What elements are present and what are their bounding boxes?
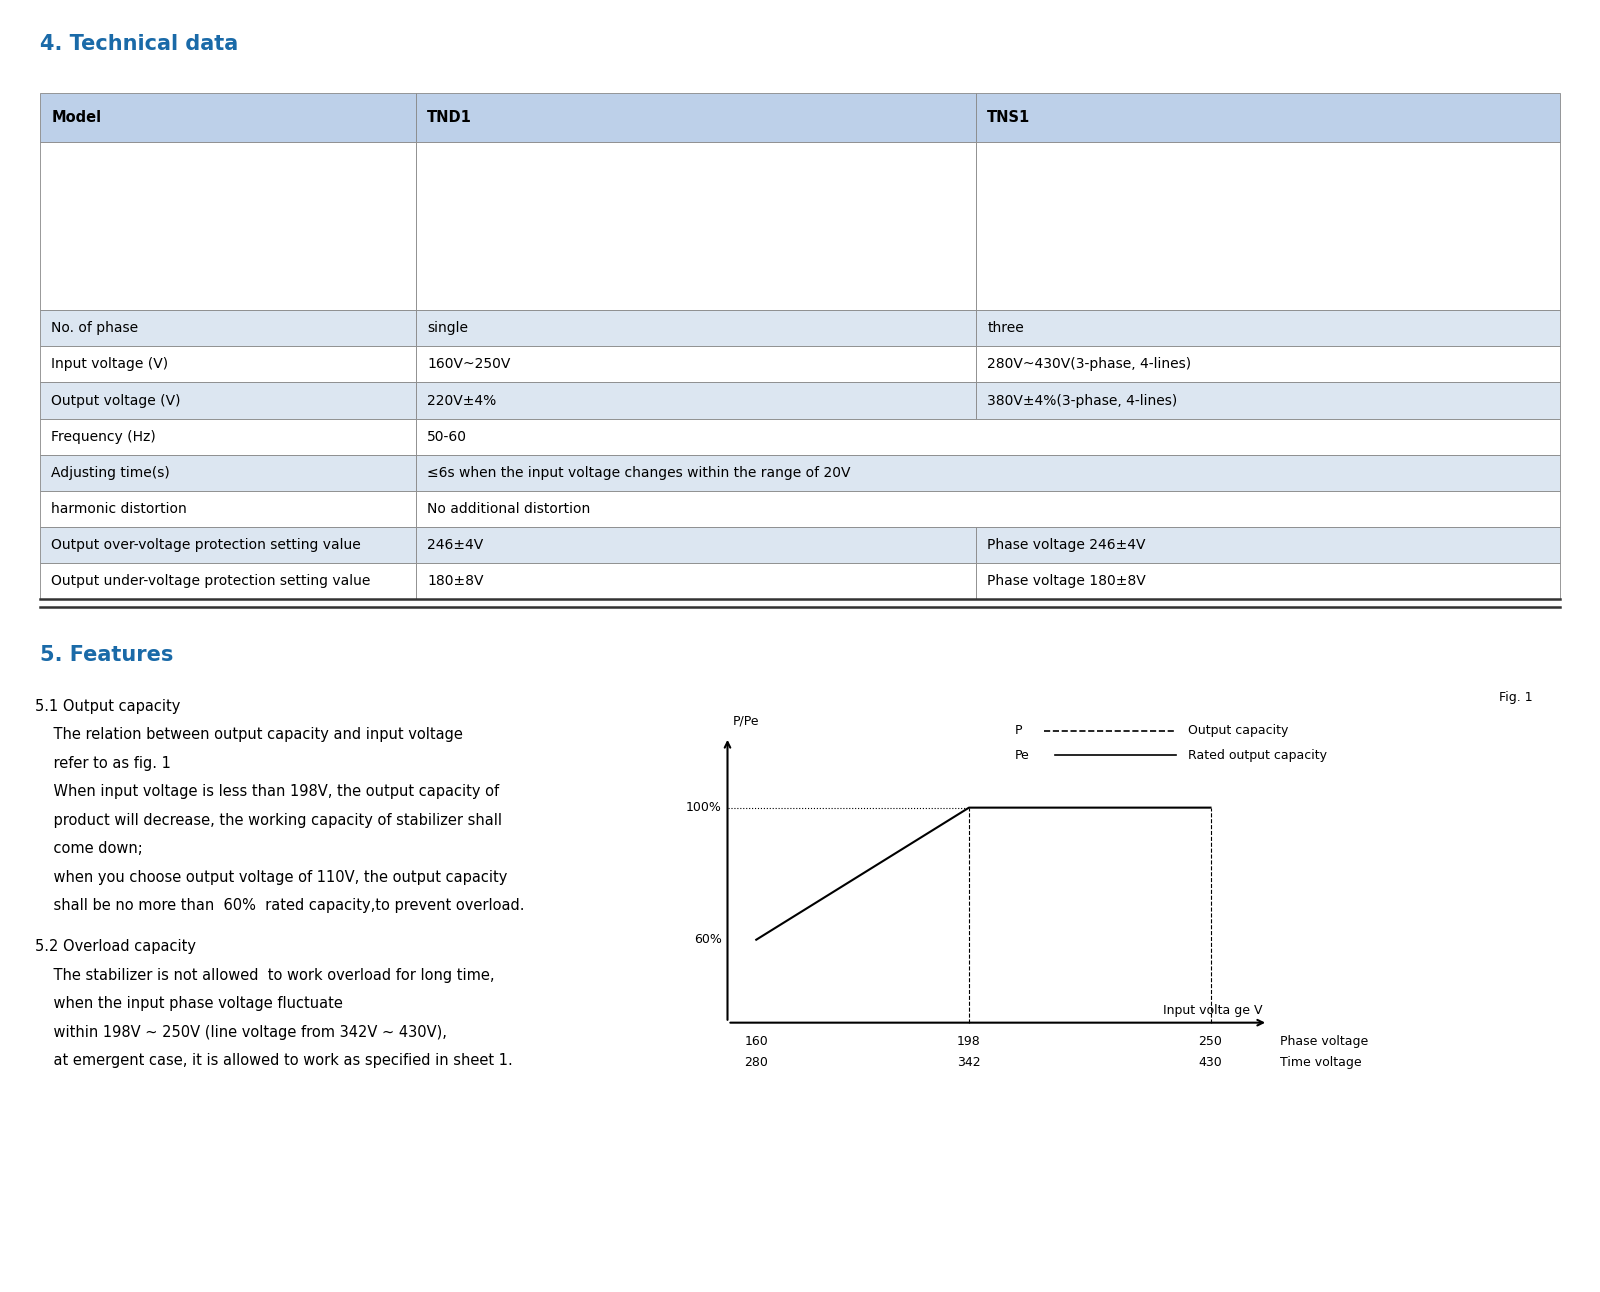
Text: shall be no more than  60%  rated capacity,to prevent overload.: shall be no more than 60% rated capacity… xyxy=(35,898,525,913)
Text: Frequency (Hz): Frequency (Hz) xyxy=(51,430,155,443)
Text: product will decrease, the working capacity of stabilizer shall: product will decrease, the working capac… xyxy=(35,813,502,828)
Text: Phase voltage 180±8V: Phase voltage 180±8V xyxy=(987,575,1146,588)
Text: 198: 198 xyxy=(957,1035,981,1048)
Text: 60%: 60% xyxy=(694,933,722,946)
Bar xyxy=(976,346,1560,382)
Bar xyxy=(40,142,416,310)
Text: 100%: 100% xyxy=(686,801,722,814)
Text: Model: Model xyxy=(51,110,101,125)
Text: 280V~430V(3-phase, 4-lines): 280V~430V(3-phase, 4-lines) xyxy=(987,358,1192,371)
Bar xyxy=(40,563,416,599)
Text: P: P xyxy=(1014,725,1022,738)
Text: refer to as fig. 1: refer to as fig. 1 xyxy=(35,756,171,771)
Text: 160V~250V: 160V~250V xyxy=(427,358,510,371)
Bar xyxy=(416,527,976,563)
Text: TND1: TND1 xyxy=(427,110,472,125)
Text: 220V±4%: 220V±4% xyxy=(427,394,496,407)
Text: Input volta ge V: Input volta ge V xyxy=(1163,1004,1262,1017)
Text: Output under-voltage protection setting value: Output under-voltage protection setting … xyxy=(51,575,371,588)
Text: The stabilizer is not allowed  to work overload for long time,: The stabilizer is not allowed to work ov… xyxy=(35,968,494,983)
Bar xyxy=(40,310,416,346)
Bar xyxy=(416,142,976,310)
Text: Rated output capacity: Rated output capacity xyxy=(1187,749,1326,762)
Bar xyxy=(976,563,1560,599)
Text: 246±4V: 246±4V xyxy=(427,539,483,552)
Text: 5. Features: 5. Features xyxy=(40,645,173,664)
Bar xyxy=(976,142,1560,310)
Text: 160: 160 xyxy=(744,1035,768,1048)
Text: 430: 430 xyxy=(1198,1057,1222,1070)
Text: three: three xyxy=(987,322,1024,335)
Text: Adjusting time(s): Adjusting time(s) xyxy=(51,466,170,479)
Bar xyxy=(416,93,976,142)
Text: Pe: Pe xyxy=(1014,749,1030,762)
Text: Fig. 1: Fig. 1 xyxy=(1499,691,1533,704)
Text: 5.2 Overload capacity: 5.2 Overload capacity xyxy=(35,939,197,955)
Text: Output over-voltage protection setting value: Output over-voltage protection setting v… xyxy=(51,539,362,552)
Text: harmonic distortion: harmonic distortion xyxy=(51,503,187,516)
Text: Input voltage (V): Input voltage (V) xyxy=(51,358,168,371)
Text: single: single xyxy=(427,322,469,335)
Text: 4. Technical data: 4. Technical data xyxy=(40,34,238,53)
Text: Phase voltage: Phase voltage xyxy=(1280,1035,1368,1048)
Text: The relation between output capacity and input voltage: The relation between output capacity and… xyxy=(35,727,462,743)
Text: No. of phase: No. of phase xyxy=(51,322,138,335)
Bar xyxy=(40,455,416,491)
Bar xyxy=(416,563,976,599)
Text: at emergent case, it is allowed to work as specified in sheet 1.: at emergent case, it is allowed to work … xyxy=(35,1053,514,1068)
Text: Output voltage (V): Output voltage (V) xyxy=(51,394,181,407)
Bar xyxy=(416,491,1560,527)
Text: come down;: come down; xyxy=(35,841,142,857)
Text: Output capacity: Output capacity xyxy=(1187,725,1288,738)
Text: When input voltage is less than 198V, the output capacity of: When input voltage is less than 198V, th… xyxy=(35,784,499,800)
Text: 50-60: 50-60 xyxy=(427,430,467,443)
Text: ≤6s when the input voltage changes within the range of 20V: ≤6s when the input voltage changes withi… xyxy=(427,466,851,479)
Text: within 198V ~ 250V (line voltage from 342V ~ 430V),: within 198V ~ 250V (line voltage from 34… xyxy=(35,1025,446,1040)
Text: 180±8V: 180±8V xyxy=(427,575,483,588)
Text: Time voltage: Time voltage xyxy=(1280,1057,1362,1070)
Text: Phase voltage 246±4V: Phase voltage 246±4V xyxy=(987,539,1146,552)
Text: 380V±4%(3-phase, 4-lines): 380V±4%(3-phase, 4-lines) xyxy=(987,394,1178,407)
Bar xyxy=(416,346,976,382)
Bar xyxy=(40,346,416,382)
Text: No additional distortion: No additional distortion xyxy=(427,503,590,516)
Bar xyxy=(976,93,1560,142)
Bar xyxy=(40,527,416,563)
Text: 250: 250 xyxy=(1198,1035,1222,1048)
Bar xyxy=(976,310,1560,346)
Text: when the input phase voltage fluctuate: when the input phase voltage fluctuate xyxy=(35,996,342,1012)
Bar xyxy=(40,419,416,455)
Text: 280: 280 xyxy=(744,1057,768,1070)
Text: TNS1: TNS1 xyxy=(987,110,1030,125)
Bar xyxy=(40,93,416,142)
Text: 342: 342 xyxy=(957,1057,981,1070)
Bar xyxy=(976,382,1560,419)
Bar xyxy=(416,382,976,419)
Text: P/Pe: P/Pe xyxy=(733,714,760,727)
Bar xyxy=(40,382,416,419)
Bar xyxy=(416,419,1560,455)
Bar xyxy=(40,491,416,527)
Bar xyxy=(416,455,1560,491)
Bar xyxy=(976,527,1560,563)
Text: when you choose output voltage of 110V, the output capacity: when you choose output voltage of 110V, … xyxy=(35,870,507,885)
Text: 5.1 Output capacity: 5.1 Output capacity xyxy=(35,699,181,714)
Bar xyxy=(416,310,976,346)
